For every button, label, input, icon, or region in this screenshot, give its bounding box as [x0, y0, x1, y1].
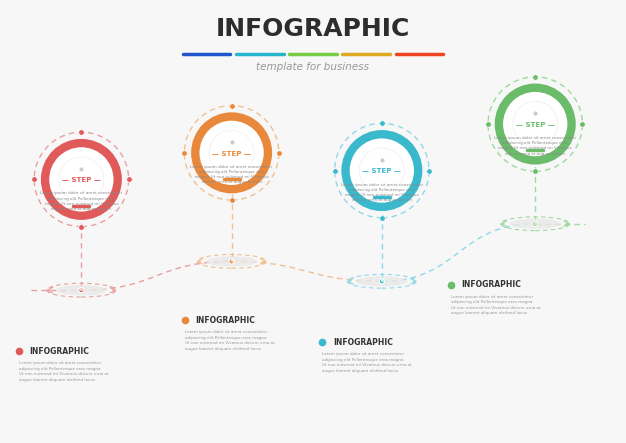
- Circle shape: [346, 134, 418, 207]
- Text: — STEP —: — STEP —: [516, 122, 555, 128]
- Circle shape: [229, 259, 234, 264]
- Text: INFOGRAPHIC: INFOGRAPHIC: [461, 280, 521, 289]
- Text: Lorem ipsum dolor sit amet consectetur
adipiscing elit Pellentesque eros magna
U: Lorem ipsum dolor sit amet consectetur a…: [19, 361, 108, 381]
- Text: Lorem ipsum dolor sit amet consectetur
adipiscing elit Pellentesque eros magna
U: Lorem ipsum dolor sit amet consectetur a…: [322, 352, 412, 373]
- Text: INFOGRAPHIC: INFOGRAPHIC: [216, 17, 410, 41]
- Text: INFOGRAPHIC: INFOGRAPHIC: [333, 338, 393, 347]
- Text: Lorem ipsum dolor sit amet consectetur
adipiscing elit Pellentesque eros
magna U: Lorem ipsum dolor sit amet consectetur a…: [494, 136, 577, 155]
- Text: Lorem ipsum dolor sit amet consectetur
adipiscing elit Pellentesque eros magna
U: Lorem ipsum dolor sit amet consectetur a…: [185, 330, 274, 350]
- Circle shape: [499, 88, 572, 160]
- Ellipse shape: [206, 256, 257, 266]
- Circle shape: [45, 143, 118, 216]
- Circle shape: [359, 148, 404, 193]
- Circle shape: [59, 157, 104, 202]
- Text: — STEP —: — STEP —: [62, 177, 101, 183]
- Text: INFOGRAPHIC: INFOGRAPHIC: [29, 347, 90, 356]
- Circle shape: [379, 279, 384, 284]
- Circle shape: [513, 101, 558, 147]
- Text: Lorem ipsum dolor sit amet consectetur
adipiscing elit Pellentesque eros magna
U: Lorem ipsum dolor sit amet consectetur a…: [451, 295, 540, 315]
- Circle shape: [209, 130, 254, 175]
- Text: — STEP —: — STEP —: [362, 168, 401, 174]
- Ellipse shape: [510, 219, 561, 229]
- Text: — STEP —: — STEP —: [212, 151, 251, 156]
- Text: Lorem ipsum dolor sit amet consectetur
adipiscing elit Pellentesque eros
magna U: Lorem ipsum dolor sit amet consectetur a…: [40, 191, 123, 211]
- Text: Lorem ipsum dolor sit amet consectetur
adipiscing elit Pellentesque eros
magna U: Lorem ipsum dolor sit amet consectetur a…: [341, 183, 423, 202]
- Circle shape: [533, 221, 538, 226]
- Ellipse shape: [56, 285, 107, 295]
- Circle shape: [79, 288, 84, 293]
- Text: INFOGRAPHIC: INFOGRAPHIC: [195, 316, 255, 325]
- Text: Lorem ipsum dolor sit amet consectetur
adipiscing elit Pellentesque eros
magna U: Lorem ipsum dolor sit amet consectetur a…: [190, 165, 273, 184]
- Text: template for business: template for business: [257, 62, 369, 72]
- Circle shape: [195, 117, 268, 189]
- Ellipse shape: [356, 276, 408, 286]
